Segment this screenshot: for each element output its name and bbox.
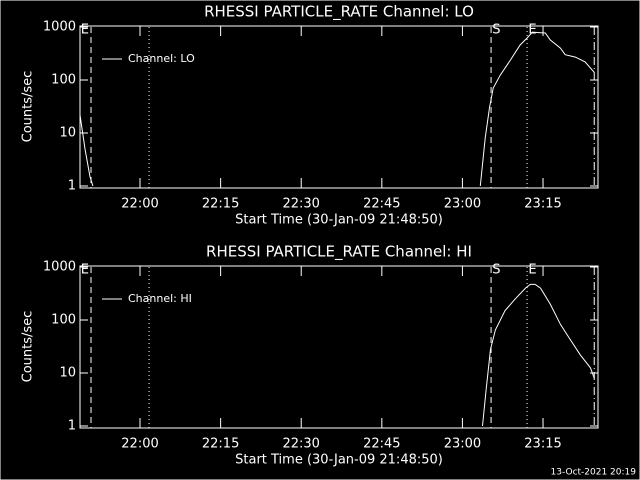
y-tick-label: 1000 bbox=[43, 260, 76, 275]
x-tick-label: 23:15 bbox=[524, 197, 561, 212]
plot-frame bbox=[79, 25, 599, 189]
plot-frame bbox=[79, 265, 599, 429]
data-line bbox=[79, 31, 595, 187]
x-axis-label: Start Time (30-Jan-09 21:48:50) bbox=[235, 213, 443, 228]
x-tick-label: 23:15 bbox=[524, 437, 561, 452]
y-tick-label: 100 bbox=[51, 73, 76, 88]
x-tick-label: 22:45 bbox=[363, 437, 400, 452]
y-tick-label: 1 bbox=[68, 419, 76, 434]
y-axis-label: Counts/sec bbox=[21, 311, 36, 383]
y-tick-label: 100 bbox=[51, 313, 76, 328]
x-tick-label: 23:00 bbox=[444, 197, 481, 212]
legend-label: Channel: LO bbox=[128, 52, 195, 65]
x-tick-label: 22:00 bbox=[121, 197, 158, 212]
x-tick-label: 22:15 bbox=[202, 437, 239, 452]
x-tick-label: 22:15 bbox=[202, 197, 239, 212]
y-axis-label: Counts/sec bbox=[21, 71, 36, 143]
x-tick-label: 23:00 bbox=[444, 437, 481, 452]
event-label: S bbox=[492, 23, 500, 38]
y-tick-label: 10 bbox=[59, 366, 76, 381]
x-axis-label: Start Time (30-Jan-09 21:48:50) bbox=[235, 453, 443, 468]
data-line bbox=[482, 283, 595, 427]
legend-label: Channel: HI bbox=[128, 292, 192, 305]
y-tick-label: 1000 bbox=[43, 20, 76, 35]
x-tick-label: 22:45 bbox=[363, 197, 400, 212]
event-label: E bbox=[528, 23, 536, 38]
x-tick-label: 22:30 bbox=[282, 197, 319, 212]
footer: 13-Oct-2021 20:19 bbox=[551, 468, 637, 478]
x-tick-label: 22:30 bbox=[282, 437, 319, 452]
event-label: E bbox=[528, 263, 536, 278]
event-label: S bbox=[492, 263, 500, 278]
event-label: E bbox=[81, 263, 89, 278]
event-label: E bbox=[81, 23, 89, 38]
chart-title: RHESSI PARTICLE_RATE Channel: HI bbox=[206, 243, 472, 262]
chart-title: RHESSI PARTICLE_RATE Channel: LO bbox=[204, 3, 474, 22]
y-tick-label: 10 bbox=[59, 126, 76, 141]
y-tick-label: 1 bbox=[68, 179, 76, 194]
x-tick-label: 22:00 bbox=[121, 437, 158, 452]
